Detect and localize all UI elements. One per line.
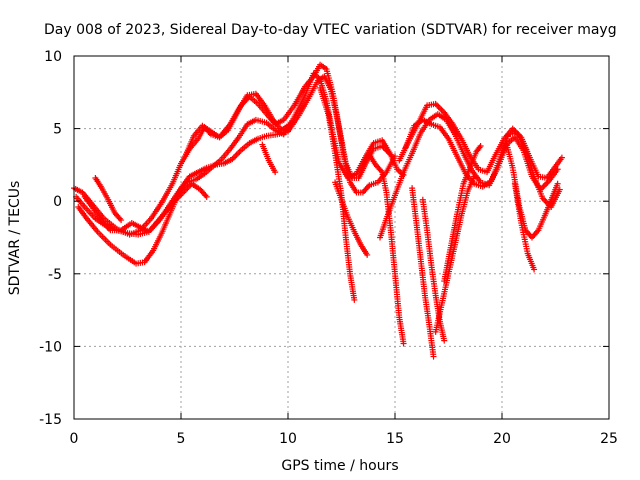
data-point [233, 151, 240, 158]
series-track-13 [402, 116, 563, 211]
series-track-8 [317, 84, 358, 303]
x-axis-label: GPS time / hours [281, 458, 398, 474]
data-point [400, 340, 407, 347]
x-tick-label: 5 [177, 431, 186, 447]
series-track-6 [182, 90, 294, 160]
x-tick-labels: 0 5 10 15 20 25 [70, 431, 618, 447]
data-point [471, 173, 478, 180]
series-track-1 [71, 61, 407, 238]
series-track-5 [92, 174, 125, 224]
data-point [477, 143, 484, 150]
data-point [558, 154, 565, 161]
y-tick-label: 0 [53, 194, 62, 210]
x-tick-label: 20 [493, 431, 511, 447]
data-point [543, 180, 550, 187]
x-tick-label: 25 [600, 431, 618, 447]
data-point [438, 106, 445, 113]
data-point [236, 148, 243, 155]
data-point [203, 193, 210, 200]
series-track-3 [75, 70, 394, 267]
data-point [118, 217, 125, 224]
data-point [541, 182, 548, 189]
x-tick-label: 10 [279, 431, 297, 447]
series-track-17 [441, 143, 484, 285]
x-tick-label: 0 [70, 431, 79, 447]
data-point [441, 337, 448, 344]
data-point [235, 150, 242, 157]
data-point [387, 151, 394, 158]
series-track-16 [432, 173, 478, 335]
series-track-4 [81, 180, 210, 235]
y-tick-label: -10 [39, 339, 62, 355]
data-point [351, 296, 358, 303]
data-point [364, 251, 371, 258]
grid [74, 56, 609, 419]
y-tick-labels: -15 -10 -5 0 5 10 [39, 49, 62, 428]
series-track-7 [259, 141, 279, 176]
y-tick-label: 10 [44, 49, 62, 65]
y-axis-label: SDTVAR / TECUs [7, 181, 23, 296]
series-track-12 [396, 100, 565, 181]
data-point [540, 183, 547, 190]
data-point [430, 353, 437, 360]
data-point [531, 266, 538, 273]
y-tick-label: -15 [39, 412, 62, 428]
plot-frame [73, 55, 610, 420]
chart-title: Day 008 of 2023, Sidereal Day-to-day VTE… [44, 22, 617, 38]
data-point [554, 180, 561, 187]
x-tick-label: 15 [386, 431, 404, 447]
data-markers [71, 61, 565, 360]
data-point [287, 121, 294, 128]
data-point [272, 169, 279, 176]
series-track-10 [366, 151, 407, 347]
series-track-14 [409, 185, 437, 360]
data-point [434, 102, 441, 109]
series-track-9 [332, 179, 371, 258]
data-point [392, 153, 398, 160]
axes [73, 55, 610, 420]
data-point [436, 105, 443, 112]
y-tick-label: 5 [53, 122, 62, 138]
data-point [232, 153, 239, 160]
series-track-19 [511, 180, 538, 273]
y-tick-label: -5 [48, 267, 62, 283]
